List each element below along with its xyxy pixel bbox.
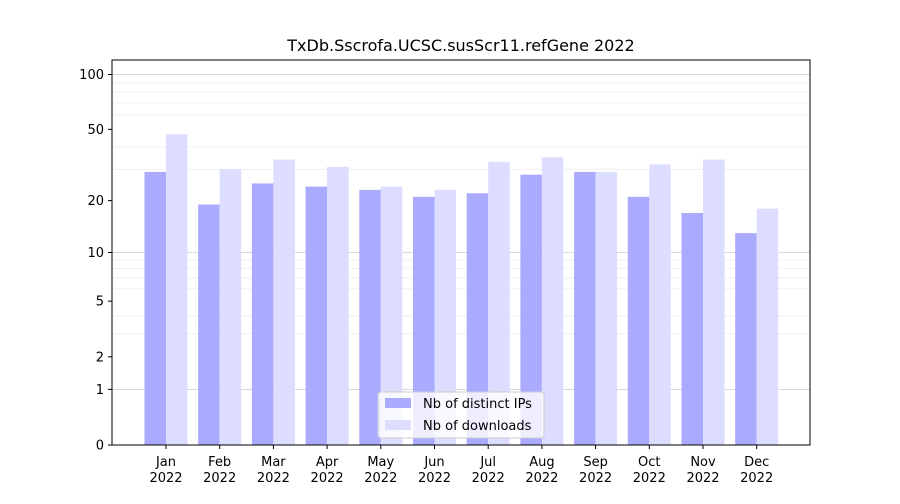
x-tick-label-year: 2022 bbox=[686, 471, 719, 486]
x-tick-label-year: 2022 bbox=[203, 471, 236, 486]
y-tick-label: 2 bbox=[96, 350, 104, 365]
bar-downloads bbox=[166, 134, 188, 445]
legend-label-distinct-ips: Nb of distinct IPs bbox=[423, 397, 532, 412]
x-tick-label-month: Jul bbox=[479, 455, 496, 470]
bar-downloads bbox=[327, 166, 349, 446]
x-tick-label-year: 2022 bbox=[418, 471, 451, 486]
x-tick-label-year: 2022 bbox=[472, 471, 505, 486]
legend-label-downloads: Nb of downloads bbox=[423, 419, 532, 434]
bar-distinct-ips bbox=[574, 171, 596, 445]
bar-distinct-ips bbox=[359, 189, 381, 445]
bar-downloads bbox=[380, 186, 403, 445]
bar-downloads bbox=[273, 159, 295, 445]
bar-distinct-ips bbox=[681, 212, 703, 445]
x-tick-label-year: 2022 bbox=[525, 471, 558, 486]
x-tick-label-month: Sep bbox=[583, 455, 608, 470]
bars bbox=[144, 134, 779, 446]
legend-swatch-downloads bbox=[385, 420, 411, 430]
bar-downloads bbox=[595, 171, 618, 445]
x-tick-label-month: Jan bbox=[155, 455, 176, 470]
y-tick-label: 50 bbox=[87, 123, 104, 138]
x-tick-label-month: Mar bbox=[261, 455, 286, 470]
x-tick-label-month: Aug bbox=[529, 455, 554, 470]
bar-distinct-ips bbox=[413, 196, 435, 445]
bar-downloads bbox=[756, 208, 779, 445]
x-tick-label-year: 2022 bbox=[311, 471, 344, 486]
legend-frame bbox=[377, 391, 545, 439]
x-tick-label-year: 2022 bbox=[149, 471, 182, 486]
bar-distinct-ips bbox=[305, 186, 328, 445]
x-axis-ticks: Jan2022Feb2022Mar2022Apr2022May2022Jun20… bbox=[149, 445, 773, 486]
x-tick-label-month: May bbox=[367, 455, 394, 470]
bar-distinct-ips bbox=[735, 233, 757, 445]
x-tick-label-year: 2022 bbox=[740, 471, 773, 486]
x-tick-label-month: Nov bbox=[690, 455, 716, 470]
x-tick-label-month: Dec bbox=[744, 455, 769, 470]
bar-distinct-ips bbox=[144, 171, 166, 445]
y-tick-label: 20 bbox=[87, 194, 104, 209]
bar-distinct-ips bbox=[251, 183, 274, 445]
bar-downloads bbox=[541, 157, 564, 445]
x-tick-label-month: Jun bbox=[423, 455, 444, 470]
y-tick-label: 10 bbox=[87, 246, 104, 261]
bar-distinct-ips bbox=[520, 174, 542, 446]
chart-title: TxDb.Sscrofa.UCSC.susScr11.refGene 2022 bbox=[286, 36, 634, 55]
x-tick-label-month: Oct bbox=[638, 455, 660, 470]
y-tick-label: 100 bbox=[79, 68, 104, 83]
bar-distinct-ips bbox=[466, 193, 489, 445]
x-tick-label-month: Apr bbox=[316, 455, 339, 470]
bar-distinct-ips bbox=[198, 204, 220, 445]
y-tick-label: 1 bbox=[96, 383, 104, 398]
x-tick-label-year: 2022 bbox=[257, 471, 290, 486]
x-tick-label-year: 2022 bbox=[364, 471, 397, 486]
legend-swatch-distinct-ips bbox=[385, 398, 411, 408]
bar-downloads bbox=[488, 161, 510, 445]
bar-distinct-ips bbox=[627, 196, 650, 445]
x-tick-label-month: Feb bbox=[208, 455, 231, 470]
y-axis-ticks: 0 1 2 5 10 20 50 100 bbox=[79, 68, 112, 454]
x-tick-label-year: 2022 bbox=[633, 471, 666, 486]
x-tick-label-year: 2022 bbox=[579, 471, 612, 486]
bar-downloads bbox=[703, 159, 725, 445]
bar-downloads bbox=[649, 164, 671, 445]
bar-downloads bbox=[434, 189, 456, 445]
legend: Nb of distinct IPs Nb of downloads bbox=[377, 391, 545, 439]
y-tick-label: 0 bbox=[96, 439, 104, 454]
y-tick-label: 5 bbox=[96, 295, 104, 310]
bar-downloads bbox=[219, 169, 242, 445]
